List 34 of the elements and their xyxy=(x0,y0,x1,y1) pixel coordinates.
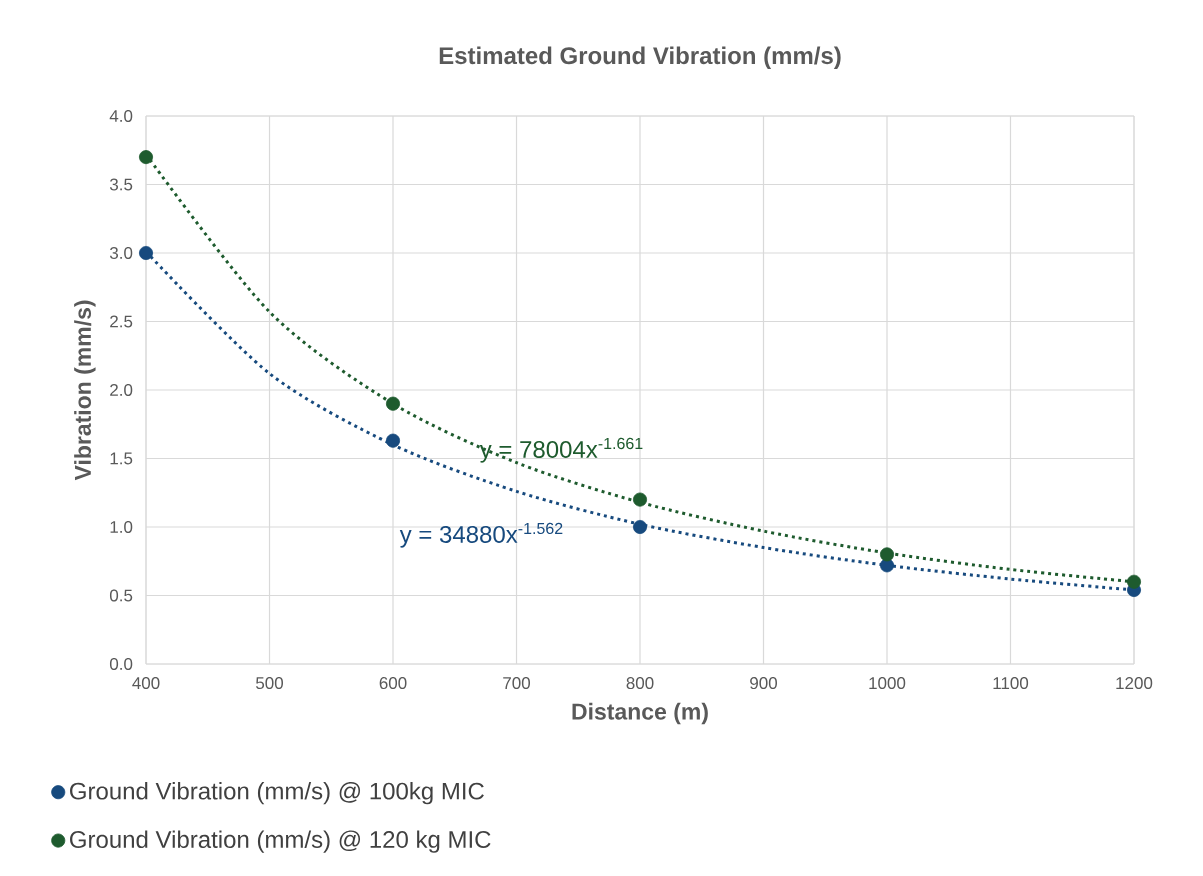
x-tick-label: 400 xyxy=(132,677,160,690)
y-tick-label: 3.5 xyxy=(109,178,133,191)
y-axis-title: Vibration (mm/s) xyxy=(74,300,96,481)
y-tick-label: 0.5 xyxy=(109,589,133,602)
point xyxy=(1127,574,1141,589)
x-tick-label: 1000 xyxy=(869,677,906,690)
point xyxy=(139,150,154,165)
legend-label: Ground Vibration (mm/s) @ 100kg MIC xyxy=(70,782,484,805)
chart-title: Estimated Ground Vibration (mm/s) xyxy=(439,46,841,69)
x-tick-label: 900 xyxy=(750,677,778,690)
y-tick-label: 0.0 xyxy=(109,657,133,670)
x-tick-label: 700 xyxy=(503,677,531,690)
point xyxy=(880,547,894,562)
point xyxy=(386,433,401,448)
y-tick-label: 2.5 xyxy=(110,315,133,328)
y-tick-label: 2.0 xyxy=(110,383,133,396)
point xyxy=(139,245,154,260)
x-tick-label: 1200 xyxy=(1116,677,1153,690)
annotation: y = 78004x$^{-1.661}$ xyxy=(479,437,643,463)
y-tick-label: 1.5 xyxy=(110,452,133,465)
legend-label: Ground Vibration (mm/s) @ 120 kg MIC xyxy=(70,830,491,853)
x-axis-title: Distance (m) xyxy=(572,702,708,725)
annotation: y = 34880x$^{-1.562}$ xyxy=(399,522,563,548)
y-tick-label: 4.0 xyxy=(109,109,133,122)
y-tick-label: 3.0 xyxy=(109,246,133,259)
point xyxy=(386,396,401,411)
x-tick-label: 600 xyxy=(379,677,407,690)
x-tick-label: 1100 xyxy=(993,677,1029,690)
point xyxy=(633,519,648,534)
x-tick-label: 500 xyxy=(256,677,284,690)
y-tick-label: 1.0 xyxy=(110,520,133,533)
point xyxy=(633,492,648,507)
x-tick-label: 800 xyxy=(626,677,654,690)
point xyxy=(880,558,894,573)
